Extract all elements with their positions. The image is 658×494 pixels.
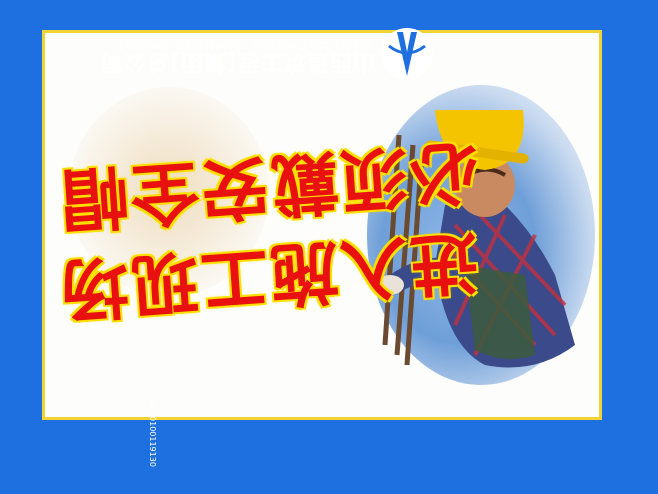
company-brand: 山西建筑工程[集团]总公司 SHANXI CONSTRUCTION ENGINE… [143, 12, 453, 82]
company-name-en: SHANXI CONSTRUCTION ENGINEERING [GROUP]C… [111, 39, 373, 49]
company-logo-icon [379, 26, 435, 82]
white-sign-panel: 进入施工现场 必须戴安全帽 [42, 30, 602, 420]
serial-number: NO:20100119130 [148, 396, 157, 467]
company-name-cn: 山西建筑工程[集团]总公司 [100, 48, 375, 80]
